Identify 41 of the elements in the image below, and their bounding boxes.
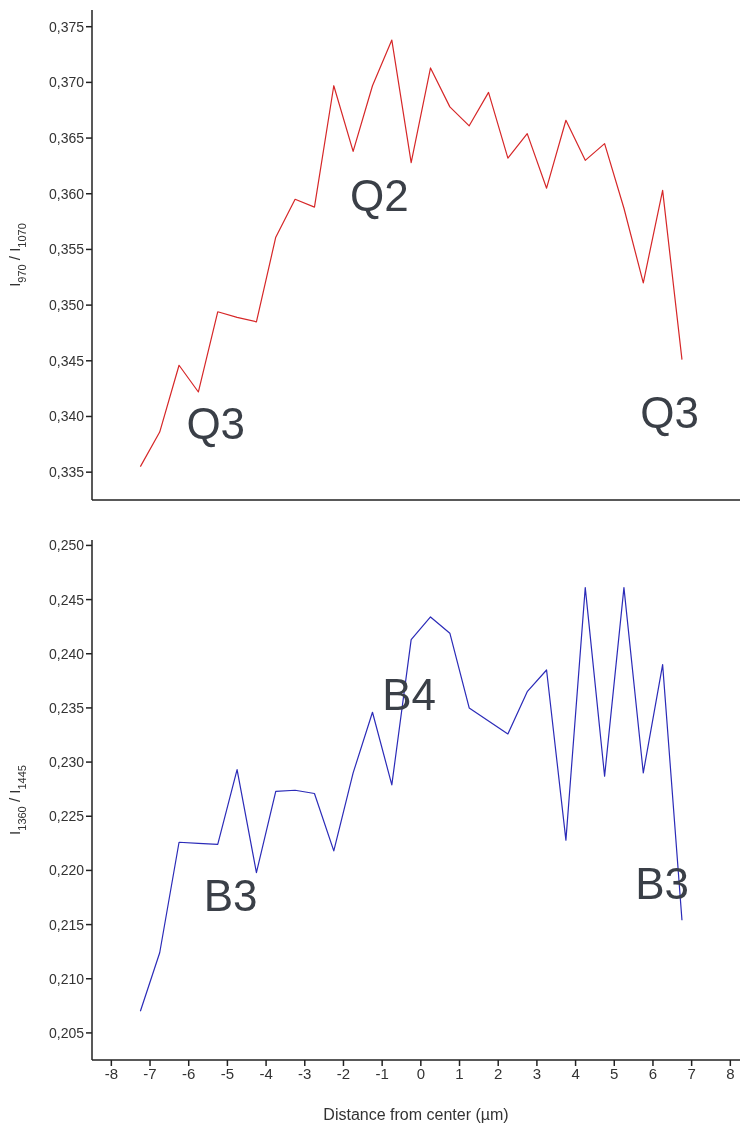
x-tick-label: 4 [571,1064,580,1082]
annotation: B3 [203,871,258,920]
y-tick-label: 0,210 [48,970,85,987]
y-tick-label: 0,340 [48,408,85,425]
x-tick-label: -7 [143,1064,157,1082]
y-tick-label: 0,365 [48,130,85,147]
x-tick-label: -8 [104,1064,119,1082]
y-tick-label: 0,245 [48,591,85,608]
x-tick-label: -4 [259,1064,273,1082]
x-tick-label: 6 [648,1064,658,1082]
x-tick-label: 8 [726,1064,735,1082]
x-tick-label: 3 [532,1064,542,1082]
x-tick-label: 1 [455,1064,464,1082]
annotation: Q2 [350,171,409,221]
y-tick-label: 0,250 [48,537,85,554]
y-tick-label: 0,355 [48,241,85,258]
x-axis-title: Distance from center (µm) [323,1106,509,1123]
y-tick-label: 0,240 [48,645,85,662]
x-tick-label: 0 [416,1064,426,1082]
y-tick-label: 0,370 [48,74,85,91]
x-tick-label: 2 [494,1064,503,1082]
y-tick-label: 0,230 [48,754,85,771]
y-tick-label: 0,215 [48,916,85,933]
y-tick-label: 0,375 [48,18,85,35]
x-tick-label: -6 [182,1064,196,1082]
x-tick-label: -1 [375,1064,389,1082]
y-tick-label: 0,235 [48,699,85,716]
annotation: Q3 [186,399,246,448]
x-tick-label: -3 [298,1064,312,1082]
y-tick-label: 0,335 [48,464,85,481]
y-tick-label: 0,345 [48,352,85,369]
y-tick-label: 0,360 [48,185,85,202]
x-tick-label: -5 [220,1064,235,1082]
y-tick-label: 0,205 [48,1024,85,1041]
y-tick-label: 0,220 [48,862,85,879]
x-tick-label: -2 [336,1064,351,1082]
x-tick-label: 5 [610,1064,619,1082]
annotation: Q3 [640,388,699,438]
x-tick-label: 7 [687,1064,696,1082]
y-tick-label: 0,225 [48,808,85,825]
y-tick-label: 0,350 [48,297,85,314]
